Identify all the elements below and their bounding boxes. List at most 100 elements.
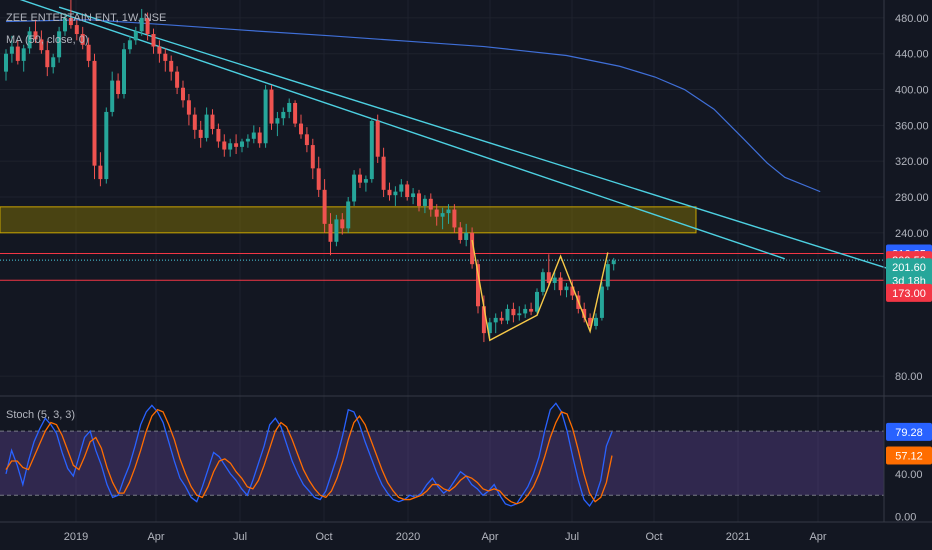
- candle-body: [98, 165, 103, 180]
- candle-body: [358, 174, 362, 183]
- x-tick-label: Apr: [147, 531, 164, 543]
- x-tick-label: Jul: [565, 531, 579, 543]
- x-tick-label: 2021: [726, 531, 750, 543]
- candle-body: [163, 53, 168, 61]
- candle-body: [476, 264, 480, 307]
- trendlines: [19, 0, 932, 284]
- y-tick-label: 280.00: [895, 192, 929, 204]
- candle-body: [33, 31, 38, 40]
- candle-body: [517, 313, 522, 316]
- candle-body: [582, 308, 587, 318]
- candle-body: [151, 34, 156, 47]
- candle-body: [594, 317, 598, 326]
- candle-body: [352, 174, 357, 202]
- candle-body: [523, 308, 528, 314]
- candle-body: [80, 34, 85, 45]
- candle-body: [216, 128, 221, 142]
- y-tick-label: 400.00: [895, 85, 929, 97]
- grid: [0, 0, 884, 522]
- candle-body: [145, 17, 150, 35]
- candle-body: [511, 308, 516, 316]
- stoch-band: [0, 431, 884, 496]
- candle-body: [552, 277, 557, 283]
- candle-body: [269, 89, 274, 124]
- candle-body: [27, 31, 32, 49]
- candle-body: [446, 209, 451, 214]
- moving-average: [5, 19, 821, 193]
- candle-body: [116, 80, 121, 95]
- candle-body: [293, 102, 298, 124]
- y-tick-label: 80.00: [895, 371, 923, 383]
- candle-body: [204, 114, 209, 138]
- candle-body: [92, 60, 97, 166]
- candle-body: [63, 17, 67, 32]
- y-tick-label: 320.00: [895, 156, 929, 168]
- y-tick-label: 480.00: [895, 13, 929, 25]
- stoch-badge-label: 79.28: [895, 427, 923, 439]
- candle-body: [346, 201, 351, 229]
- stoch-y-tick: 0.00: [895, 512, 916, 524]
- x-tick-label: Apr: [481, 531, 498, 543]
- candle-body: [68, 17, 73, 26]
- stoch-y-tick: 40.00: [895, 469, 923, 481]
- x-tick-label: Oct: [315, 531, 332, 543]
- candle-body: [287, 102, 292, 112]
- candle-body: [157, 46, 162, 54]
- horizontal-lines: [0, 253, 884, 281]
- candle-body: [51, 57, 56, 68]
- candle-body: [605, 264, 610, 287]
- candle-body: [257, 132, 262, 144]
- candle-body: [198, 129, 203, 138]
- candle-body: [405, 184, 410, 197]
- candle-body: [464, 232, 469, 240]
- candle-body: [275, 118, 280, 124]
- candle-body: [393, 191, 398, 196]
- candle-body: [210, 114, 215, 129]
- candle-body: [564, 286, 569, 291]
- candle-body: [86, 44, 91, 61]
- candle-body: [299, 123, 303, 135]
- chart-title: ZEE ENTERTAIN ENT, 1W, NSE: [6, 12, 166, 24]
- candle-body: [588, 317, 593, 326]
- candle-body: [440, 213, 445, 217]
- candle-body: [39, 39, 44, 51]
- candle-body: [452, 209, 457, 228]
- candle-body: [310, 145, 315, 169]
- candle-body: [487, 322, 492, 334]
- candle-body: [281, 111, 286, 119]
- candle-body: [369, 120, 374, 180]
- ma-legend: MA (50, close, 0): [6, 34, 89, 46]
- candle-body: [417, 193, 421, 206]
- candle-body: [222, 141, 227, 150]
- candle-body: [422, 198, 427, 206]
- trendline: [58, 6, 932, 284]
- candle-body: [470, 232, 475, 265]
- x-tick-label: 2020: [396, 531, 420, 543]
- candle-body: [192, 114, 197, 130]
- candle-body: [599, 286, 604, 318]
- candle-body: [234, 143, 239, 147]
- y-tick-label: 440.00: [895, 49, 929, 61]
- candle-body: [411, 193, 416, 197]
- candle-body: [363, 179, 368, 183]
- candle-body: [505, 308, 510, 321]
- candle-body: [334, 219, 339, 242]
- stoch-d-line: [5, 408, 613, 505]
- pattern-lines: [471, 239, 609, 342]
- candle-body: [381, 156, 386, 190]
- candle-body: [434, 209, 439, 217]
- candle-body: [228, 143, 233, 150]
- candle-body: [245, 138, 250, 142]
- candle-body: [122, 49, 126, 95]
- candle-body: [375, 120, 380, 157]
- x-tick-label: Apr: [809, 531, 826, 543]
- stoch-legend: Stoch (5, 3, 3): [6, 409, 75, 421]
- candle-body: [481, 306, 486, 334]
- price-badge-label: 173.00: [892, 288, 926, 300]
- candles: [4, 0, 616, 343]
- candle-body: [328, 223, 333, 242]
- candle-body: [186, 100, 191, 115]
